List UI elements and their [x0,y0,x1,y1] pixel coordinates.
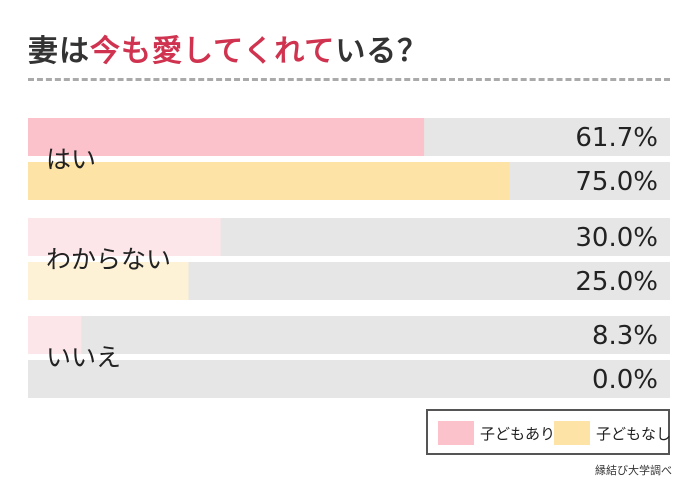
bar-with-children [28,218,221,256]
bar-with-children [28,118,425,156]
title-highlight: 今も愛してくれて [90,34,336,69]
data-label: 30.0% [575,223,658,253]
legend-swatch-without-children [554,421,590,445]
category-label: いいえ [46,343,121,372]
category-label: はい [46,145,96,174]
legend-label-with-children: 子どもあり [480,424,556,443]
legend-swatch-with-children [438,421,474,445]
data-label: 75.0% [575,167,658,197]
category-label: わからない [46,245,171,274]
data-label: 8.3% [592,321,658,351]
bar-without-children [28,262,189,300]
bar-with-children [28,316,82,354]
title-post: いる？ [335,34,429,69]
legend-label-without-children: 子どもなし [596,424,672,443]
title-pre: 妻は [28,34,90,69]
bar-track [28,316,670,354]
bar-track [28,360,670,398]
data-label: 25.0% [575,267,658,297]
title-divider [28,78,670,81]
data-label: 61.7% [575,123,658,153]
legend-item-with-children: 子どもあり [438,421,555,445]
legend-item-without-children: 子どもなし [554,421,671,445]
bar-without-children [28,162,510,200]
data-label: 0.0% [592,365,658,395]
chart-title: 妻は今も愛してくれている？ [28,26,428,70]
source-note: 縁結び大学調べ [595,464,672,477]
legend: 子どもあり 子どもなし [426,409,671,455]
